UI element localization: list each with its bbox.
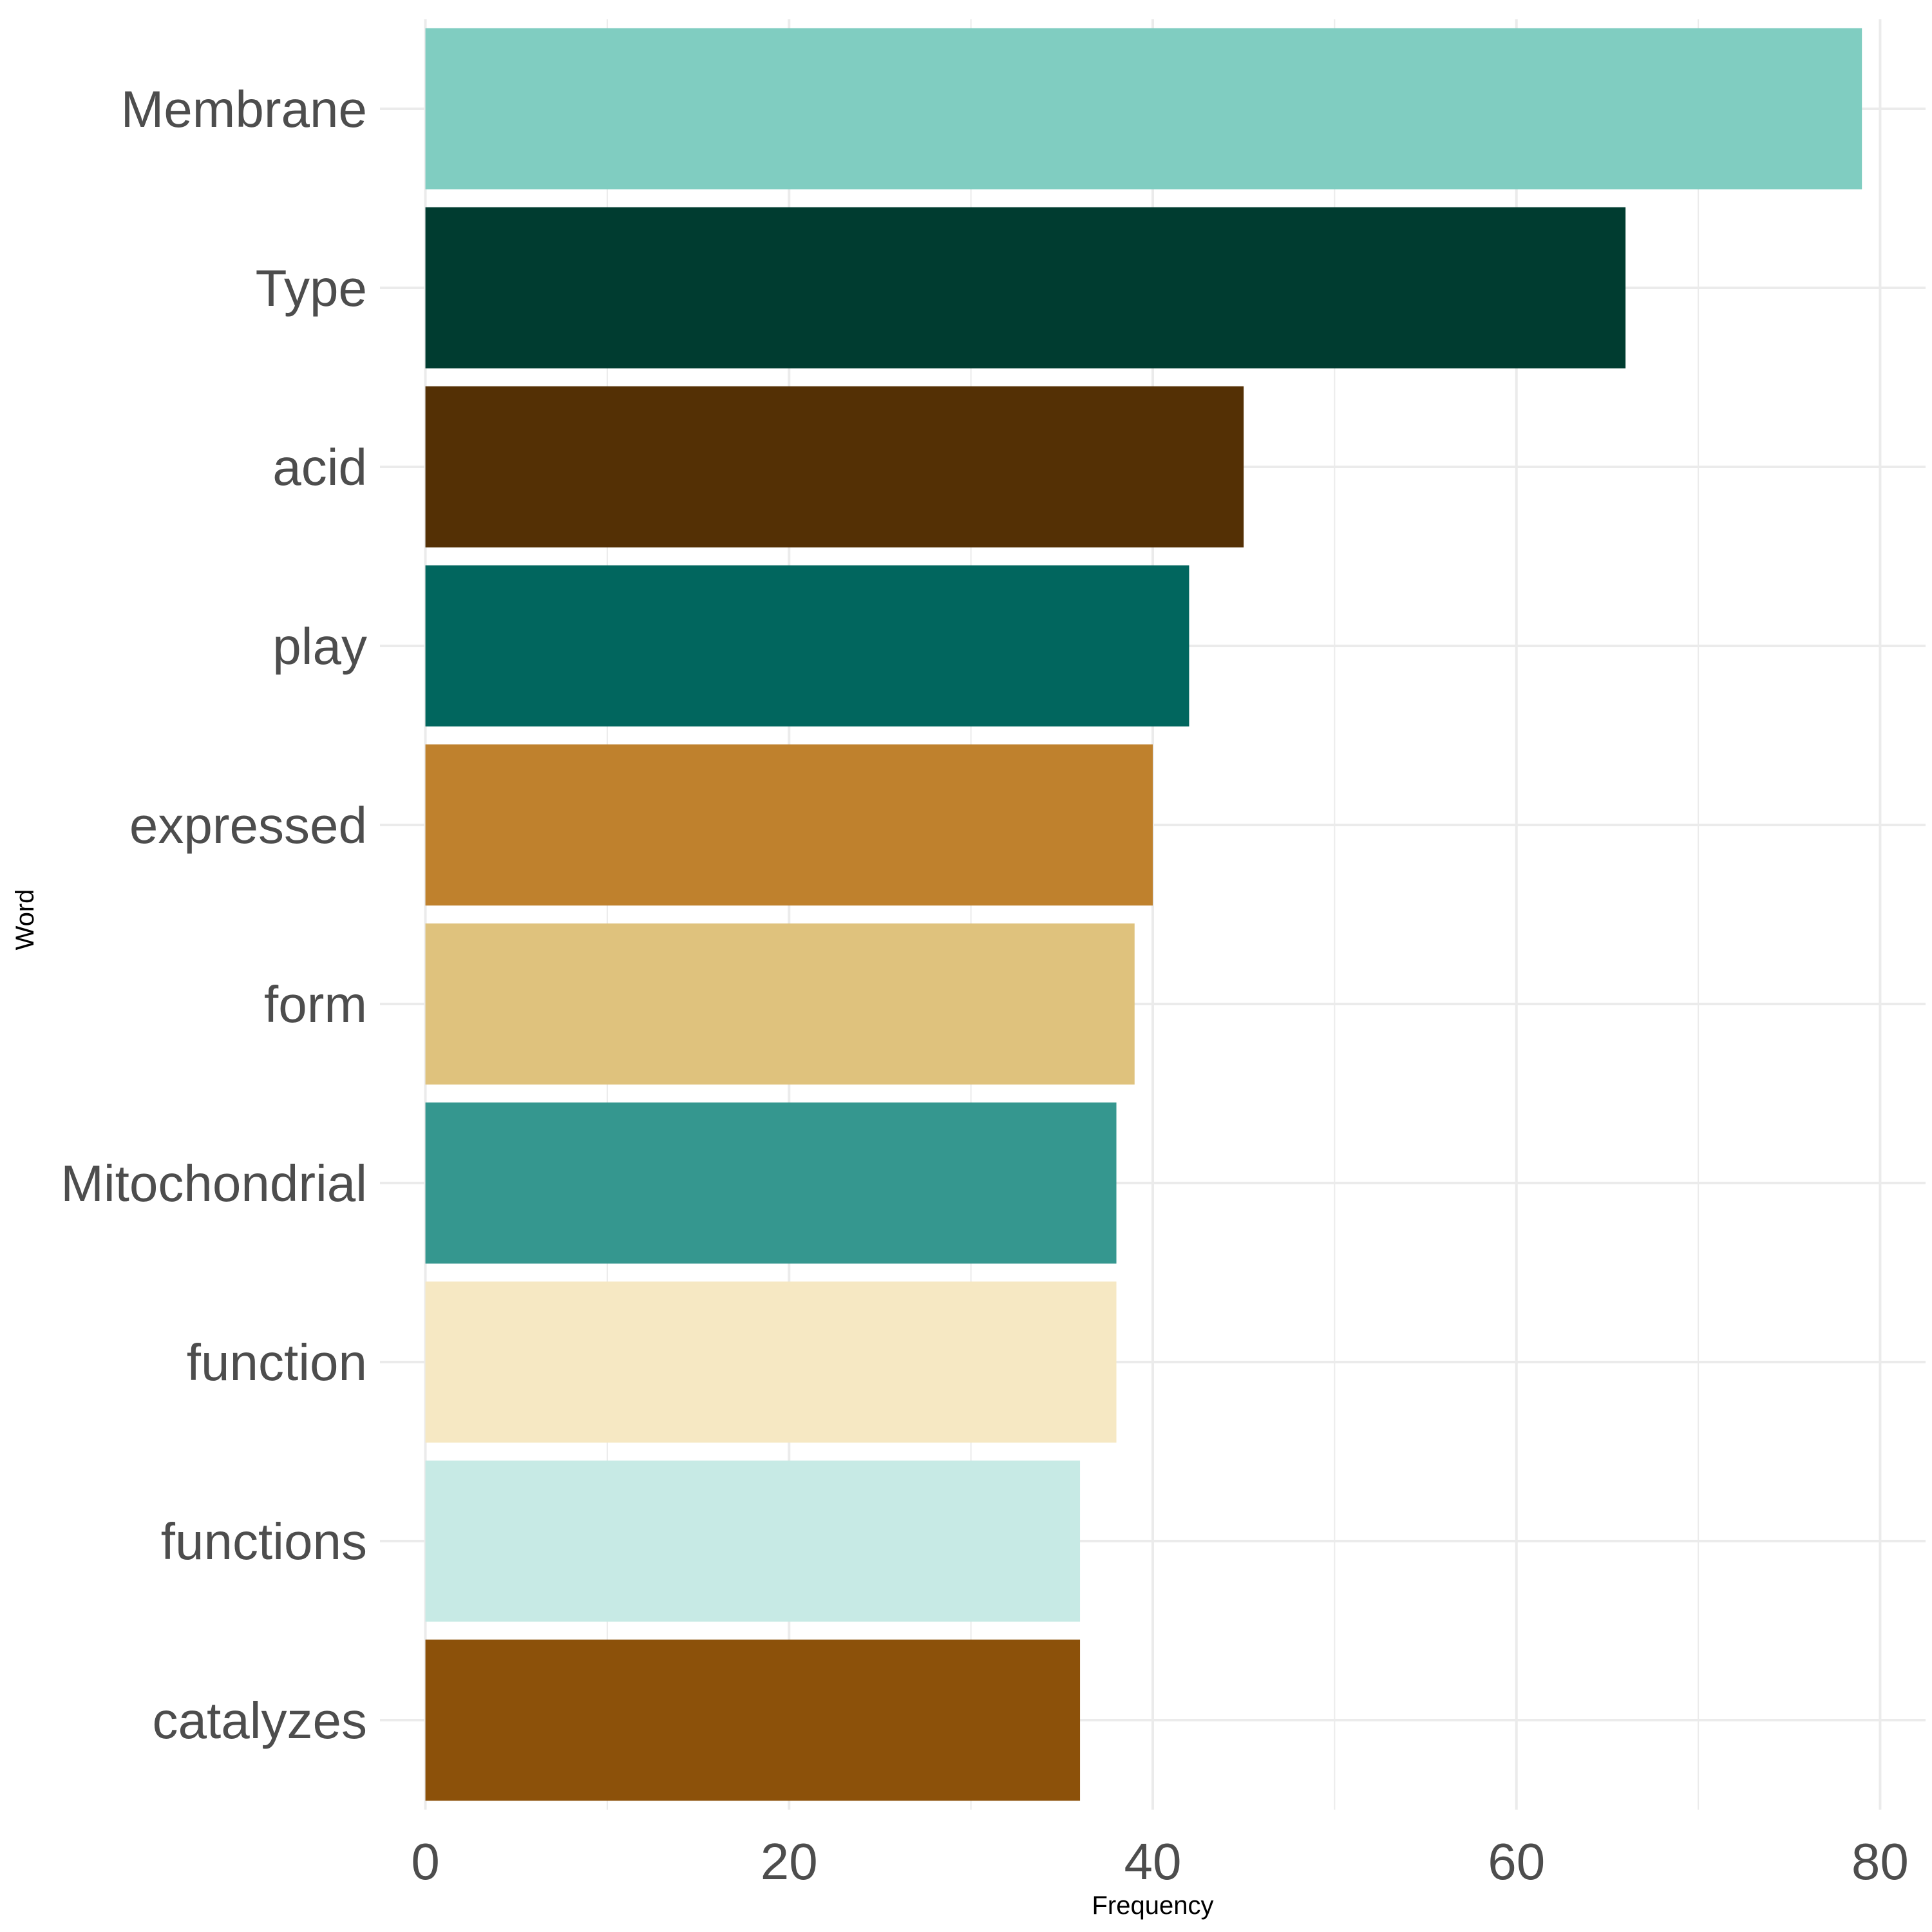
y-tick-label: expressed [129,797,367,854]
y-tick-label: Type [256,260,367,317]
y-axis-title: Word [11,889,39,951]
y-tick-label: Mitochondrial [61,1155,367,1212]
bar-acid [425,386,1244,548]
y-tick-label: play [272,618,367,675]
y-tick-label: functions [161,1513,367,1570]
x-tick-label: 60 [1488,1833,1545,1890]
bar-play [425,565,1189,727]
x-tick-label: 40 [1124,1833,1182,1890]
x-tick-labels: 0 20 40 60 80 [411,1833,1909,1890]
bar-form [425,923,1135,1085]
y-tick-label: acid [272,439,367,496]
bars [425,28,1862,1801]
x-tick-label: 0 [411,1833,440,1890]
bar-membrane [425,28,1862,190]
bar-type [425,207,1626,369]
bar-functions [425,1460,1081,1622]
bar-expressed [425,744,1153,906]
y-tick-label: function [187,1334,367,1391]
bar-mitochondrial [425,1102,1117,1264]
y-tick-label: catalyzes [153,1692,367,1749]
x-tick-label: 80 [1852,1833,1909,1890]
y-tick-label: Membrane [121,80,367,138]
y-tick-label: form [264,976,367,1033]
x-tick-label: 20 [761,1833,818,1890]
y-tick-labels: Membrane Type acid play expressed form Mitocho… [61,80,367,1749]
x-axis-title: Frequency [1092,1891,1214,1920]
bar-catalyzes [425,1639,1081,1801]
bar-function [425,1281,1117,1443]
